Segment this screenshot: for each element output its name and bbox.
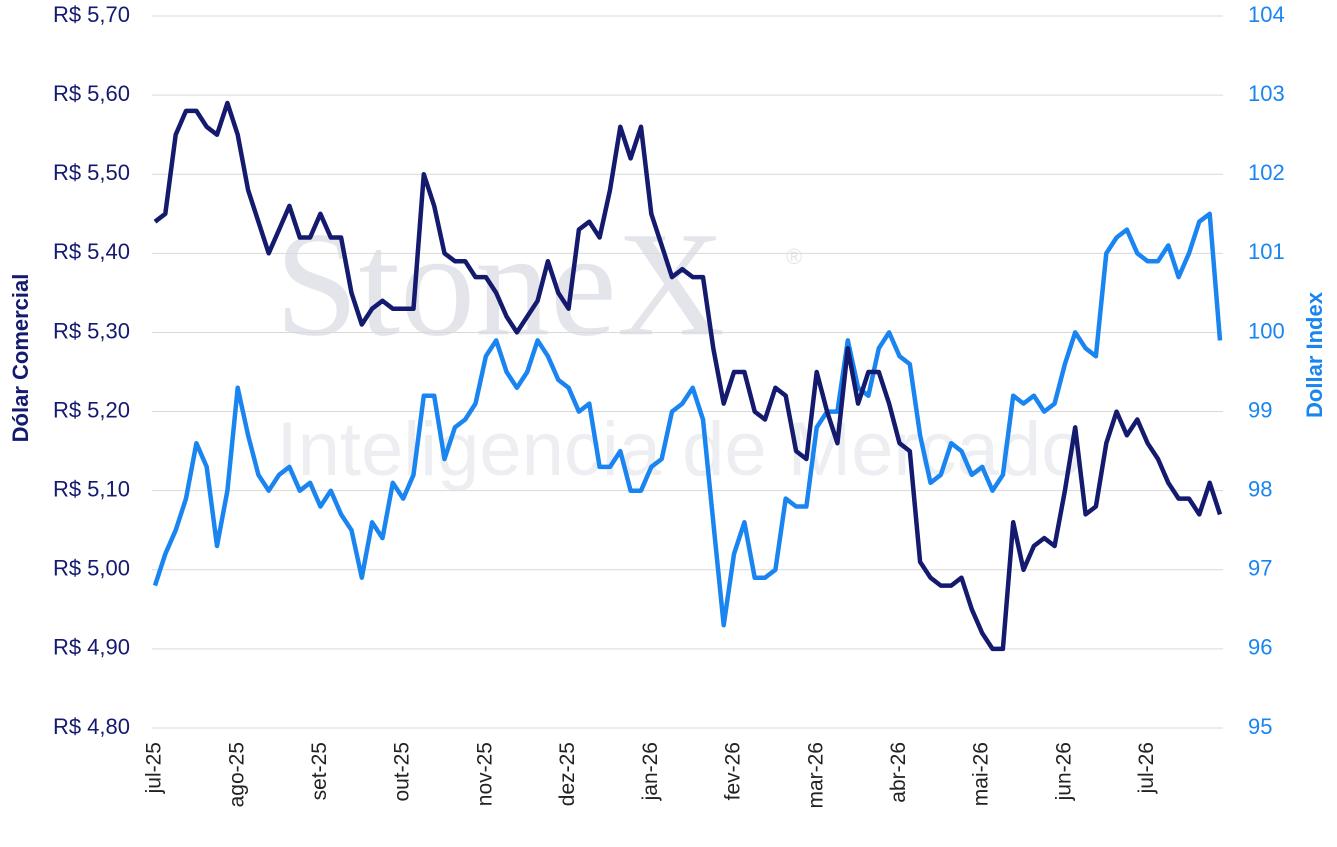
x-tick-label: mai-26 — [970, 742, 993, 806]
y-tick-label: R$ 5,20 — [53, 397, 130, 422]
series-line — [152, 211, 1223, 628]
x-tick-label: jul-26 — [1135, 742, 1158, 794]
x-tick-label: abr-26 — [887, 742, 910, 803]
series-line — [153, 100, 1223, 652]
x-tick-label: fev-26 — [722, 742, 745, 800]
y-axis-title: Dólar Comercial — [8, 274, 33, 443]
y2-axis-title: Dollar Index — [1302, 291, 1327, 418]
x-tick-label: jun-26 — [1052, 742, 1075, 801]
y2-tick-label: 100 — [1248, 318, 1285, 343]
y-tick-label: R$ 5,40 — [53, 239, 130, 264]
x-tick-label: dez-25 — [556, 742, 579, 806]
y-tick-label: R$ 5,10 — [53, 476, 130, 501]
y2-tick-label: 103 — [1248, 81, 1285, 106]
y2-tick-label: 97 — [1248, 556, 1272, 581]
y-tick-label: R$ 4,80 — [53, 714, 130, 739]
x-tick-label: mar-26 — [804, 742, 827, 809]
y2-tick-label: 99 — [1248, 397, 1272, 422]
y2-tick-label: 104 — [1248, 2, 1285, 27]
y-tick-label: R$ 5,00 — [53, 556, 130, 581]
y2-tick-label: 98 — [1248, 476, 1272, 501]
x-tick-label: jan-26 — [639, 742, 662, 801]
y-tick-label: R$ 5,60 — [53, 81, 130, 106]
y-tick-label: R$ 5,70 — [53, 2, 130, 27]
y2-tick-label: 96 — [1248, 635, 1272, 660]
x-tick-label: set-25 — [308, 742, 331, 800]
y2-tick-label: 102 — [1248, 160, 1285, 185]
watermark-mark: ® — [786, 244, 802, 269]
y-tick-label: R$ 5,50 — [53, 160, 130, 185]
x-tick-label: ago-25 — [225, 742, 248, 807]
y-tick-label: R$ 4,90 — [53, 635, 130, 660]
x-tick-label: nov-25 — [473, 742, 496, 806]
y-tick-label: R$ 5,30 — [53, 318, 130, 343]
x-tick-label: out-25 — [391, 742, 414, 802]
x-tick-label: jul-25 — [143, 742, 166, 794]
y2-tick-label: 95 — [1248, 714, 1272, 739]
y2-tick-label: 101 — [1248, 239, 1285, 264]
